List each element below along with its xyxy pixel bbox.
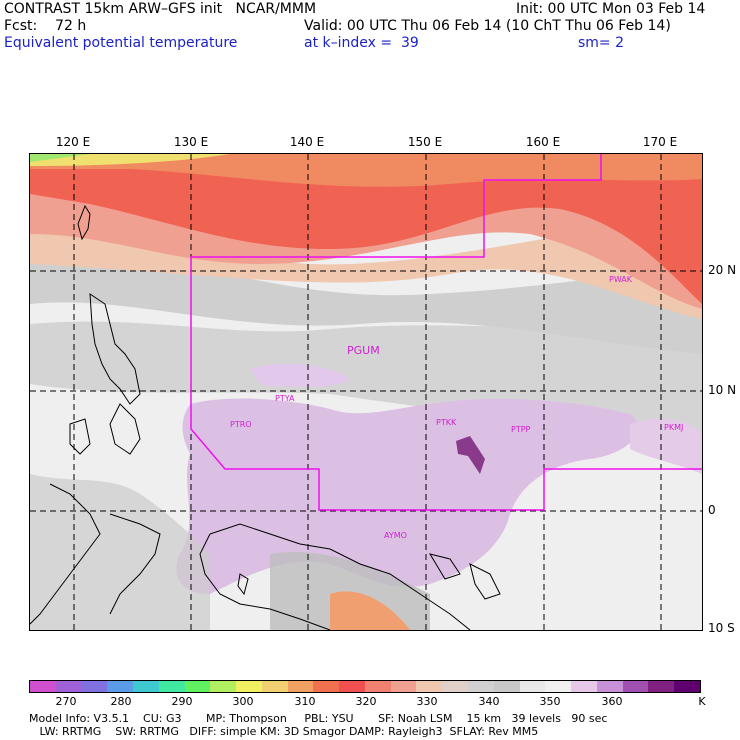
level-index: at k–index = 39: [304, 35, 419, 51]
field-band-yellow: [30, 154, 230, 166]
colorbar-label-310: 310: [294, 695, 316, 708]
lon-label-120e: 120 E: [55, 135, 91, 149]
map-gridlines: [30, 154, 702, 630]
colorbar-label-270: 270: [55, 695, 77, 708]
field-name: Equivalent potential temperature: [4, 35, 238, 51]
colorbar-swatch: [442, 681, 469, 692]
station-ptkk: PTKK: [436, 418, 457, 427]
lon-label-150e: 150 E: [407, 135, 443, 149]
colorbar-swatch: [622, 681, 649, 692]
colorbar-label-300: 300: [232, 695, 254, 708]
colorbar-swatch: [81, 681, 108, 692]
lon-label-130e: 130 E: [173, 135, 209, 149]
coastlines: [30, 204, 501, 630]
colorbar-label-340: 340: [478, 695, 500, 708]
colorbar-swatch: [236, 681, 262, 692]
station-ptya: PTYA: [275, 394, 295, 403]
colorbar-swatch: [287, 681, 314, 692]
colorbar-swatch: [416, 681, 443, 692]
smoothing: sm= 2: [578, 35, 625, 51]
colorbar-label-360: 360: [601, 695, 623, 708]
forecast-hour: Fcst: 72 h: [4, 18, 87, 34]
field-gray-west: [30, 474, 210, 630]
colorbar-swatch: [519, 681, 546, 692]
field-purple-max: [456, 436, 485, 474]
colorbar-swatch: [313, 681, 340, 692]
lat-label-10n: 10 N: [708, 383, 737, 397]
lat-label-10s: 10 S: [708, 621, 735, 635]
fir-boundaries: [190, 154, 702, 511]
colorbar: [29, 680, 701, 693]
init-time: Init: 00 UTC Mon 03 Feb 14: [516, 1, 706, 17]
colorbar-swatch: [674, 681, 700, 692]
station-pgum: PGUM: [347, 344, 380, 357]
colorbar-label-320: 320: [355, 695, 377, 708]
colorbar-swatch: [545, 681, 572, 692]
model-title: CONTRAST 15km ARW–GFS init NCAR/MMM: [4, 1, 317, 17]
map-panel: PGUM PTYA PTRO PTKK PTPP PKMJ PWAK AYMO: [29, 153, 703, 631]
colorbar-swatch: [30, 681, 56, 692]
colorbar-swatch: [648, 681, 675, 692]
station-pwak: PWAK: [609, 275, 633, 284]
map-canvas: PGUM PTYA PTRO PTKK PTPP PKMJ PWAK AYMO: [30, 154, 702, 630]
colorbar-label-330: 330: [416, 695, 438, 708]
station-ptpp: PTPP: [511, 425, 531, 434]
lat-label-0: 0: [708, 503, 716, 517]
lon-label-140e: 140 E: [289, 135, 325, 149]
station-labels: PGUM PTYA PTRO PTKK PTPP PKMJ PWAK AYMO: [230, 275, 683, 540]
colorbar-swatch: [468, 681, 494, 692]
colorbar-swatch: [184, 681, 211, 692]
model-info-line2: LW: RRTMG SW: RRTMG DIFF: simple KM: 3D …: [29, 725, 539, 738]
model-info-line1: Model Info: V3.5.1 CU: G3 MP: Thompson P…: [29, 712, 608, 725]
colorbar-swatch: [596, 681, 623, 692]
colorbar-label-unit: K: [698, 695, 706, 708]
colorbar-swatch: [571, 681, 597, 692]
colorbar-swatch: [390, 681, 417, 692]
colorbar-label-350: 350: [539, 695, 561, 708]
field-band-orange: [30, 154, 702, 187]
colorbar-swatch: [339, 681, 365, 692]
colorbar-swatch: [158, 681, 185, 692]
lat-label-20n: 20 N: [708, 263, 737, 277]
field-lilac-north: [250, 363, 350, 388]
station-pkmj: PKMJ: [664, 423, 683, 432]
field-lilac-central: [176, 398, 638, 594]
colorbar-swatch: [133, 681, 159, 692]
colorbar-swatch: [364, 681, 391, 692]
colorbar-swatch: [210, 681, 237, 692]
colorbar-swatch: [261, 681, 288, 692]
field-orange-png: [330, 591, 410, 630]
station-ptro: PTRO: [230, 420, 252, 429]
colorbar-label-280: 280: [110, 695, 132, 708]
lon-label-170e: 170 E: [642, 135, 678, 149]
field-band-peach: [30, 214, 702, 319]
colorbar-swatch: [493, 681, 520, 692]
field-band-green: [30, 154, 90, 162]
station-aymo: AYMO: [384, 531, 407, 540]
field-lilac-east: [630, 418, 702, 474]
colorbar-swatch: [107, 681, 134, 692]
colorbar-swatch: [55, 681, 82, 692]
field-band-red: [30, 154, 702, 304]
lon-label-160e: 160 E: [525, 135, 561, 149]
valid-time: Valid: 00 UTC Thu 06 Feb 14 (10 ChT Thu …: [304, 18, 671, 34]
colorbar-label-290: 290: [171, 695, 193, 708]
